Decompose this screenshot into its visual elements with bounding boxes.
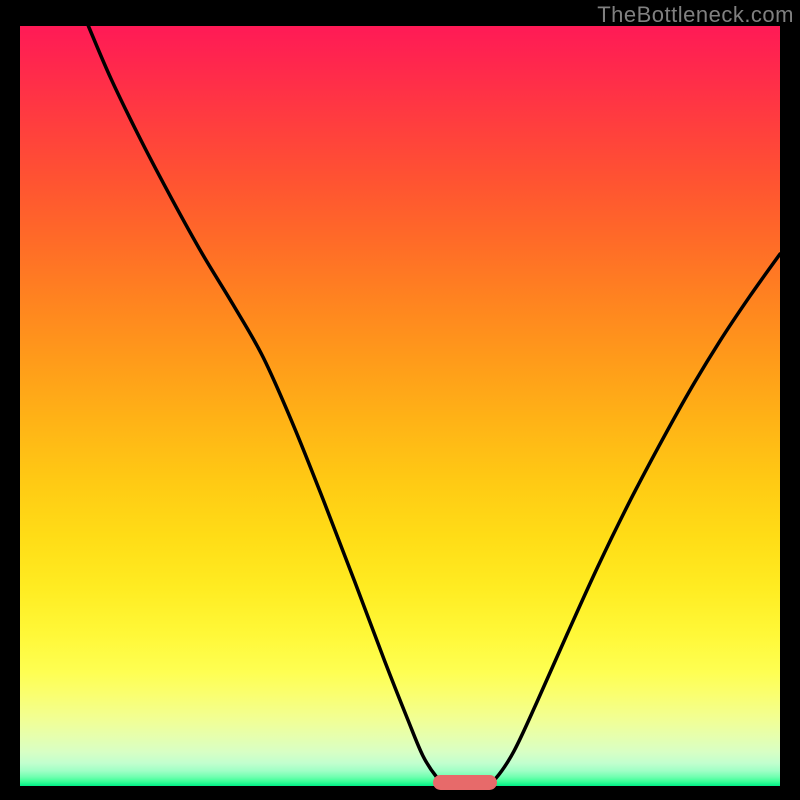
plot-area [20,26,780,786]
chart-frame: TheBottleneck.com [0,0,800,800]
bottleneck-marker [433,775,497,790]
watermark-text: TheBottleneck.com [597,2,794,28]
v-curve [20,26,780,786]
